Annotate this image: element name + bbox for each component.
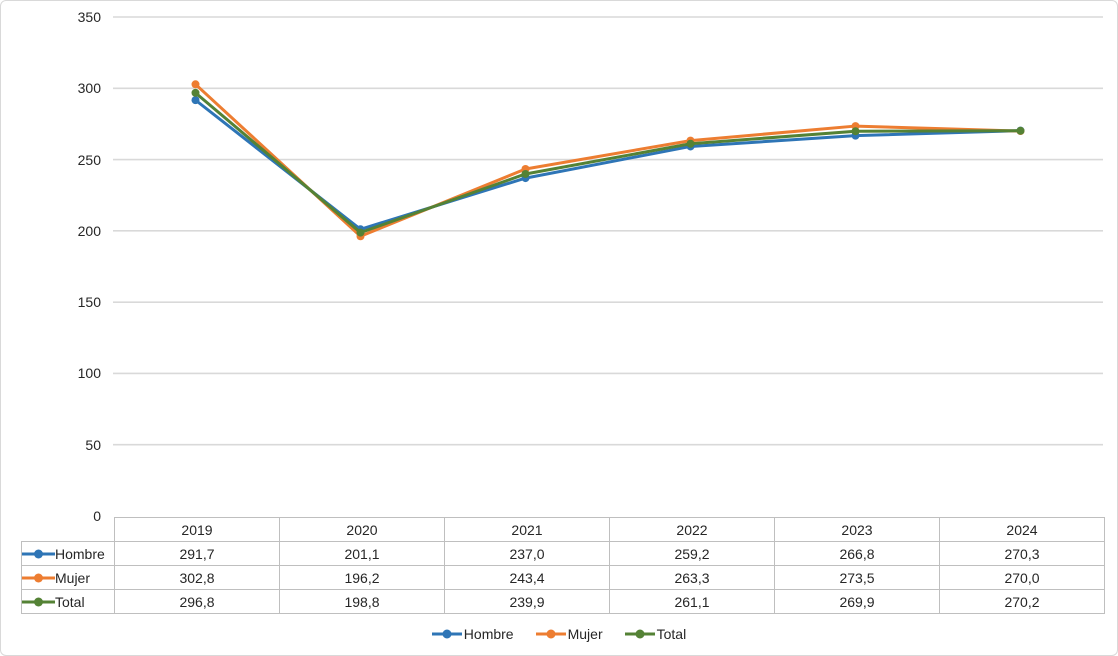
table-corner-cell (22, 518, 115, 542)
series-name-label: Hombre (55, 545, 105, 562)
y-axis-tick-label: 350 (77, 9, 101, 25)
data-point-marker (191, 88, 200, 97)
table-row: Mujer 302,8 196,2 243,4 263,3 273,5 270,0 (21, 565, 1105, 590)
table-cell: 239,9 (444, 589, 610, 614)
table-column-header: 2024 (939, 517, 1105, 542)
legend-item-label: Mujer (567, 626, 603, 642)
legend-item-label: Total (656, 626, 687, 642)
legend-item-label: Hombre (463, 626, 514, 642)
table-row-label-hombre: Hombre (21, 541, 115, 566)
data-point-marker (521, 169, 530, 178)
table-cell: 270,2 (939, 589, 1105, 614)
data-point-marker (191, 80, 200, 89)
table-cell: 270,3 (939, 541, 1105, 566)
table-row: Hombre 291,7 201,1 237,0 259,2 266,8 270,3 (21, 541, 1105, 566)
y-axis-tick-label: 300 (77, 80, 101, 97)
legend-line-marker-icon (624, 629, 655, 639)
table-cell: 201,1 (279, 541, 445, 566)
series-name-label: Mujer (55, 569, 91, 586)
table-column-header: 2022 (609, 517, 775, 542)
table-column-header: 2021 (444, 517, 610, 542)
table-cell: 261,1 (609, 589, 775, 614)
table-cell: 237,0 (444, 541, 610, 566)
y-axis-tick-label: 50 (85, 436, 101, 453)
table-row-label-mujer: Mujer (21, 565, 115, 590)
table-row: Total 296,8 198,8 239,9 261,1 269,9 270,2 (21, 589, 1105, 614)
series-line-total (194, 91, 1022, 235)
series-line-hombre (194, 98, 1022, 231)
table-header-row: 2019 2020 2021 2022 2023 2024 (22, 517, 1105, 542)
legend-item-total: Total (624, 626, 687, 642)
table-column-header: 2019 (114, 517, 280, 542)
chart-legend: Hombre Mujer Total (1, 621, 1117, 647)
legend-item-hombre: Hombre (431, 626, 514, 642)
table-cell: 291,7 (114, 541, 280, 566)
legend-line-marker-icon (22, 549, 55, 558)
data-point-marker (686, 139, 695, 148)
y-axis-tick-label: 100 (77, 365, 101, 382)
data-point-marker (1016, 126, 1025, 135)
table-cell: 269,9 (774, 589, 940, 614)
table-cell: 243,4 (444, 565, 610, 590)
series-name-label: Total (55, 593, 85, 610)
legend-line-marker-icon (22, 573, 55, 582)
table-cell: 270,0 (939, 565, 1105, 590)
y-axis-tick-label: 0 (93, 508, 101, 524)
table-cell: 296,8 (114, 589, 280, 614)
y-axis-tick-label: 200 (77, 222, 101, 239)
legend-line-marker-icon (431, 629, 462, 639)
table-cell: 273,5 (774, 565, 940, 590)
table-cell: 302,8 (114, 565, 280, 590)
table-cell: 196,2 (279, 565, 445, 590)
y-axis-tick-label: 250 (77, 151, 101, 168)
data-point-marker (356, 228, 365, 237)
table-column-header: 2023 (774, 517, 940, 542)
data-point-marker (851, 127, 860, 136)
legend-line-marker-icon (22, 597, 55, 606)
legend-line-marker-icon (535, 629, 566, 639)
table-column-header: 2020 (279, 517, 445, 542)
data-point-marker (191, 96, 200, 105)
table-cell: 263,3 (609, 565, 775, 590)
table-cell: 198,8 (279, 589, 445, 614)
data-table: 2019 2020 2021 2022 2023 2024 Hombre 291,7 201,… (21, 517, 1105, 614)
table-row-label-total: Total (21, 589, 115, 614)
legend-item-mujer: Mujer (535, 626, 603, 642)
y-axis-tick-label: 150 (77, 294, 101, 311)
table-cell: 259,2 (609, 541, 775, 566)
table-cell: 266,8 (774, 541, 940, 566)
